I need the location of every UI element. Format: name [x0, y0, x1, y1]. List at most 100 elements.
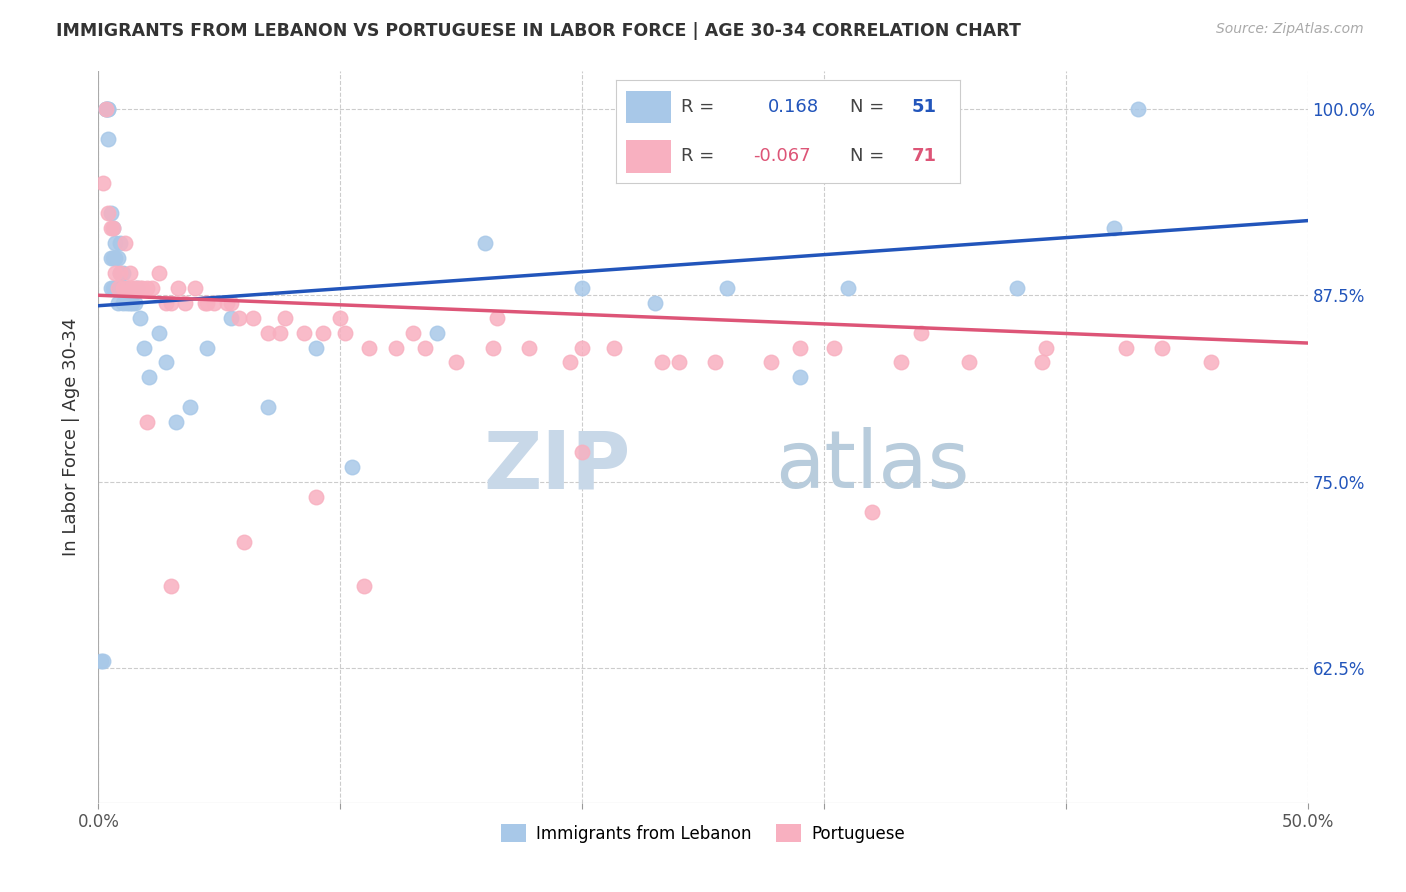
Point — [104, 251, 127, 265]
Point — [91, 177, 114, 191]
Point — [135, 415, 157, 429]
Text: N =: N = — [851, 98, 884, 116]
Point — [104, 281, 127, 295]
Point — [353, 579, 375, 593]
Point — [446, 355, 468, 369]
Point — [117, 295, 139, 310]
Point — [195, 341, 218, 355]
Point — [759, 355, 782, 369]
Point — [194, 295, 217, 310]
Point — [118, 295, 141, 310]
Point — [1031, 355, 1053, 369]
Text: Source: ZipAtlas.com: Source: ZipAtlas.com — [1216, 22, 1364, 37]
Point — [571, 341, 593, 355]
Point — [111, 281, 134, 295]
Point — [228, 310, 250, 325]
Text: R =: R = — [682, 98, 714, 116]
Point — [329, 310, 352, 325]
Point — [100, 221, 122, 235]
Point — [101, 221, 124, 235]
Point — [1128, 102, 1150, 116]
Point — [957, 355, 980, 369]
Point — [148, 266, 170, 280]
Point — [1007, 281, 1029, 295]
Point — [91, 654, 114, 668]
Point — [127, 281, 149, 295]
Point — [100, 251, 122, 265]
FancyBboxPatch shape — [626, 91, 671, 123]
Point — [160, 295, 183, 310]
Point — [165, 415, 187, 429]
Point — [184, 281, 207, 295]
Point — [486, 310, 509, 325]
Point — [101, 281, 124, 295]
Point — [107, 295, 129, 310]
Point — [305, 490, 328, 504]
Point — [1035, 341, 1057, 355]
Point — [273, 310, 295, 325]
Point — [121, 281, 143, 295]
FancyBboxPatch shape — [626, 140, 671, 173]
Point — [100, 206, 122, 220]
Point — [124, 281, 146, 295]
Point — [789, 341, 811, 355]
Point — [107, 281, 129, 295]
Point — [107, 281, 129, 295]
Point — [256, 326, 278, 340]
Point — [602, 341, 624, 355]
Text: atlas: atlas — [776, 427, 970, 506]
Text: R =: R = — [682, 147, 714, 165]
Point — [312, 326, 335, 340]
Point — [100, 281, 122, 295]
Point — [221, 310, 243, 325]
Point — [94, 102, 117, 116]
Point — [111, 266, 134, 280]
Text: N =: N = — [851, 147, 884, 165]
Text: -0.067: -0.067 — [754, 147, 811, 165]
Point — [823, 341, 845, 355]
Point — [128, 310, 150, 325]
Point — [160, 579, 183, 593]
Point — [90, 654, 112, 668]
Point — [117, 281, 139, 295]
Point — [204, 295, 226, 310]
Point — [242, 310, 264, 325]
Point — [101, 221, 124, 235]
Point — [97, 206, 120, 220]
Point — [837, 281, 859, 295]
Text: 51: 51 — [912, 98, 936, 116]
Point — [571, 281, 593, 295]
Point — [138, 370, 160, 384]
Point — [134, 341, 156, 355]
Point — [104, 235, 127, 250]
Point — [128, 281, 150, 295]
Point — [148, 326, 170, 340]
Point — [114, 281, 136, 295]
Point — [141, 281, 163, 295]
Point — [1199, 355, 1222, 369]
Point — [114, 235, 136, 250]
Point — [1152, 341, 1174, 355]
Point — [385, 341, 408, 355]
Point — [195, 295, 218, 310]
Point — [97, 102, 120, 116]
Point — [232, 534, 254, 549]
Text: 71: 71 — [912, 147, 936, 165]
Point — [256, 401, 278, 415]
Point — [104, 266, 127, 280]
Point — [333, 326, 356, 340]
Text: IMMIGRANTS FROM LEBANON VS PORTUGUESE IN LABOR FORCE | AGE 30-34 CORRELATION CHA: IMMIGRANTS FROM LEBANON VS PORTUGUESE IN… — [56, 22, 1021, 40]
Point — [359, 341, 381, 355]
Point — [135, 281, 157, 295]
Point — [716, 281, 738, 295]
Point — [704, 355, 727, 369]
Point — [292, 326, 315, 340]
Point — [426, 326, 449, 340]
Point — [1115, 341, 1137, 355]
Point — [860, 505, 883, 519]
Point — [107, 251, 129, 265]
Point — [174, 295, 197, 310]
Point — [481, 341, 503, 355]
Point — [118, 266, 141, 280]
Point — [1102, 221, 1125, 235]
